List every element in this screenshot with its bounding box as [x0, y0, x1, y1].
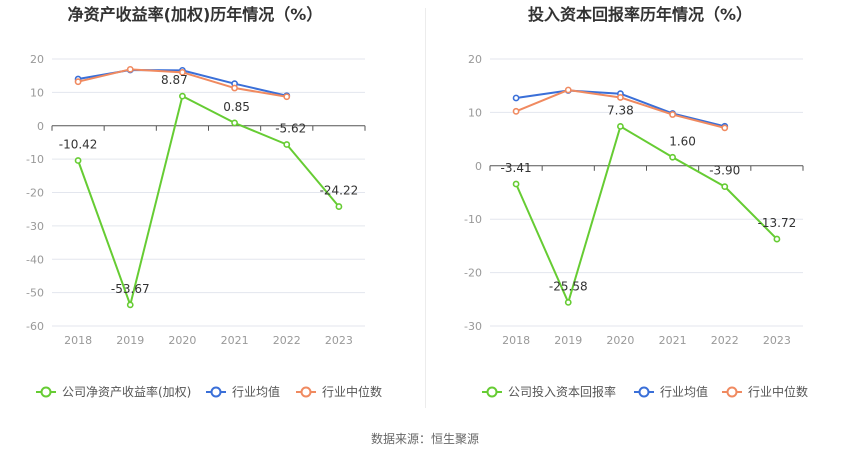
legend-item-industry-avg[interactable]: 行业均值	[634, 384, 708, 399]
data-label: 1.60	[669, 134, 696, 148]
data-point	[617, 122, 624, 130]
data-point	[283, 141, 291, 148]
data-point	[179, 92, 186, 100]
legend-item-industry-median[interactable]: 行业中位数	[296, 384, 382, 399]
data-label: -5.62	[275, 122, 306, 136]
legend-swatch-marker	[40, 386, 52, 398]
data-point	[669, 153, 676, 161]
data-label: -13.72	[758, 216, 797, 230]
source-note: 数据来源：恒生聚源	[371, 431, 479, 446]
series-line-company	[515, 125, 778, 304]
data-label: -24.22	[320, 184, 359, 198]
y-tick-label: 0	[37, 120, 44, 133]
data-label: -10.42	[59, 138, 98, 152]
data-label: 7.38	[607, 103, 634, 117]
y-tick-label: -50	[26, 287, 44, 300]
data-point	[231, 119, 238, 127]
y-tick-label: 20	[468, 53, 482, 66]
x-tick-label: 2022	[273, 334, 301, 347]
x-tick-label: 2021	[659, 334, 687, 347]
legend-item-company[interactable]: 公司净资产收益率(加权)	[36, 384, 191, 399]
y-tick-label: 10	[468, 106, 482, 119]
legend-swatch-marker	[726, 386, 738, 398]
chart-title: 投入资本回报率历年情况（%）	[528, 5, 752, 24]
legend-label: 行业中位数	[322, 384, 382, 399]
legend-swatch-marker	[300, 386, 312, 398]
data-point	[179, 68, 186, 76]
data-point	[512, 180, 520, 188]
x-tick-label: 2020	[168, 334, 196, 347]
legend-item-industry-avg[interactable]: 行业均值	[206, 384, 280, 399]
legend-swatch-marker	[210, 386, 222, 398]
legend-label: 行业均值	[232, 384, 280, 399]
legend-swatch-marker	[486, 386, 498, 398]
data-label: -53.67	[111, 282, 150, 296]
legend-item-company[interactable]: 公司投入资本回报率	[482, 384, 616, 399]
data-point	[773, 235, 781, 243]
data-point	[283, 93, 291, 101]
data-point	[512, 107, 520, 115]
chart-panel-2: 投入资本回报率历年情况（%） 20 10 0 -10 -20 -30 2018 2019 2020…	[464, 5, 808, 399]
x-tick-label: 2019	[554, 334, 582, 347]
data-point	[74, 78, 82, 86]
y-tick-label: -10	[464, 213, 482, 226]
y-tick-label: -20	[26, 187, 44, 200]
data-point	[564, 86, 572, 94]
x-tick-label: 2019	[116, 334, 144, 347]
y-tick-label: -30	[26, 220, 44, 233]
y-tick-label: -10	[26, 153, 44, 166]
data-point	[335, 203, 343, 210]
data-point	[126, 65, 134, 73]
data-label: -3.90	[709, 164, 740, 178]
legend-swatch-marker	[638, 386, 650, 398]
data-point	[617, 94, 624, 101]
y-tick-label: -60	[26, 320, 44, 333]
legend-label: 公司投入资本回报率	[508, 384, 616, 399]
chart-title: 净资产收益率(加权)历年情况（%）	[68, 5, 323, 24]
x-tick-label: 2021	[221, 334, 249, 347]
x-tick-label: 2020	[606, 334, 634, 347]
data-label: 8.87	[161, 73, 188, 87]
data-label: 0.85	[223, 100, 250, 114]
x-tick-label: 2023	[763, 334, 791, 347]
data-point	[669, 111, 676, 118]
y-tick-label: 10	[30, 86, 44, 99]
legend-item-industry-median[interactable]: 行业中位数	[722, 384, 808, 399]
y-tick-label: -20	[464, 267, 482, 280]
legend-label: 行业中位数	[748, 384, 808, 399]
data-point	[721, 183, 729, 191]
data-label: -25.58	[549, 279, 588, 293]
data-point	[126, 301, 134, 309]
x-tick-label: 2018	[64, 334, 92, 347]
x-tick-label: 2022	[711, 334, 739, 347]
y-tick-label: 20	[30, 53, 44, 66]
x-tick-label: 2023	[325, 334, 353, 347]
panel-divider	[425, 8, 426, 408]
legend-label: 行业均值	[660, 384, 708, 399]
data-label: -3.41	[501, 161, 532, 175]
data-point	[231, 84, 238, 92]
data-point	[721, 124, 729, 132]
x-tick-label: 2018	[502, 334, 530, 347]
y-tick-label: -30	[464, 320, 482, 333]
data-point	[564, 298, 572, 306]
data-point	[74, 157, 82, 164]
y-tick-label: -40	[26, 253, 44, 266]
data-point	[512, 94, 520, 102]
series-line-company	[77, 95, 340, 306]
legend-label: 公司净资产收益率(加权)	[62, 384, 191, 399]
y-tick-label: 0	[475, 160, 482, 173]
chart-panel-1: 净资产收益率(加权)历年情况（%） 20 10 0 -10 -20 -30 -40 -50 -60…	[26, 5, 382, 399]
